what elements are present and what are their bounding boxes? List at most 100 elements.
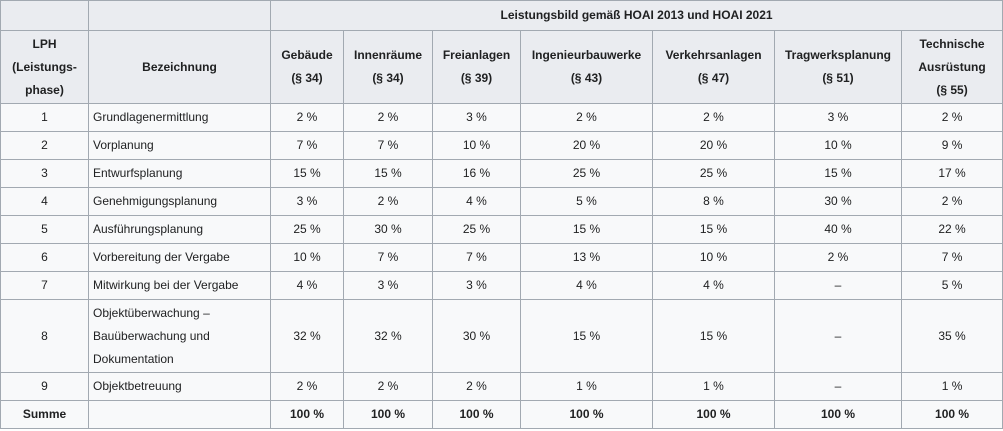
bezeichnung-cell: Objektbetreuung [88, 372, 271, 401]
column-header-innenraeume: Innenräume (§ 34) [343, 30, 433, 104]
column-header-line: Ausrüstung [918, 59, 986, 74]
empty-cell [88, 400, 271, 429]
sum-value-cell: 100 % [270, 400, 344, 429]
value-cell: 2 % [343, 103, 433, 132]
table-row: 1 Grundlagenermittlung 2 % 2 % 3 % 2 % 2… [0, 103, 1003, 132]
value-cell: 2 % [343, 372, 433, 401]
column-header-line: (§ 51) [822, 71, 854, 85]
sum-value-cell: 100 % [520, 400, 653, 429]
bezeichnung-cell: Mitwirkung bei der Vergabe [88, 271, 271, 300]
table-row: 6 Vorbereitung der Vergabe 10 % 7 % 7 % … [0, 243, 1003, 272]
column-header-technische-ausruestung: Technische Ausrüstung (§ 55) [900, 30, 1003, 104]
value-cell: 15 % [652, 215, 775, 244]
sum-value-cell: 100 % [652, 400, 775, 429]
value-cell: 2 % [270, 103, 344, 132]
sum-value-cell: 100 % [774, 400, 902, 429]
sum-row: Summe 100 % 100 % 100 % 100 % 100 % 100 … [0, 400, 1003, 429]
value-cell: 7 % [343, 131, 433, 160]
value-cell: 1 % [900, 372, 1003, 401]
value-cell: 15 % [270, 159, 344, 188]
lph-header-line: LPH [32, 36, 57, 51]
column-header-tragwerksplanung: Tragwerksplanung (§ 51) [774, 30, 902, 104]
column-header-line: (§ 34) [291, 71, 323, 85]
value-cell: 2 % [432, 372, 521, 401]
value-cell: 7 % [900, 243, 1003, 272]
bezeichnung-header: Bezeichnung [88, 30, 271, 104]
value-cell: 1 % [652, 372, 775, 401]
column-header-line: (§ 39) [460, 71, 493, 85]
column-header-line: Gebäude [281, 48, 333, 62]
value-cell: 30 % [774, 187, 902, 216]
column-header-line: Innenräume [353, 48, 422, 62]
lph-header-line: (Leistungs- [12, 59, 77, 74]
lph-cell: 7 [0, 271, 89, 300]
column-header-line: (§ 34) [372, 71, 404, 85]
table-row: 7 Mitwirkung bei der Vergabe 4 % 3 % 3 %… [0, 271, 1003, 300]
value-cell: 13 % [520, 243, 653, 272]
lph-header-line: phase) [25, 82, 64, 97]
empty-header-cell [88, 0, 271, 31]
value-cell: 1 % [520, 372, 653, 401]
value-cell: 7 % [432, 243, 521, 272]
value-cell: 35 % [900, 299, 1003, 373]
value-cell: 32 % [343, 299, 433, 373]
value-cell: – [774, 299, 902, 373]
value-cell: 5 % [520, 187, 653, 216]
value-cell: 25 % [270, 215, 344, 244]
value-cell: 22 % [900, 215, 1003, 244]
table-row: 3 Entwurfsplanung 15 % 15 % 16 % 25 % 25… [0, 159, 1003, 188]
lph-cell: 4 [0, 187, 89, 216]
value-cell: 15 % [520, 215, 653, 244]
value-cell: 8 % [652, 187, 775, 216]
value-cell: – [774, 271, 902, 300]
value-cell: – [774, 372, 902, 401]
lph-cell: 2 [0, 131, 89, 160]
value-cell: 32 % [270, 299, 344, 373]
column-header-ingenieurbauwerke: Ingenieurbauwerke (§ 43) [520, 30, 653, 104]
lph-header: LPH (Leistungs- phase) [0, 30, 89, 104]
value-cell: 15 % [652, 299, 775, 373]
value-cell: 4 % [652, 271, 775, 300]
value-cell: 20 % [652, 131, 775, 160]
value-cell: 20 % [520, 131, 653, 160]
value-cell: 25 % [432, 215, 521, 244]
value-cell: 2 % [900, 103, 1003, 132]
table-row: 5 Ausführungsplanung 25 % 30 % 25 % 15 %… [0, 215, 1003, 244]
column-header-line: (§ 43) [570, 71, 603, 85]
table-row: 9 Objektbetreuung 2 % 2 % 2 % 1 % 1 % – … [0, 372, 1003, 401]
column-header-line: (§ 47) [697, 71, 730, 85]
lph-cell: 9 [0, 372, 89, 401]
value-cell: 2 % [520, 103, 653, 132]
value-cell: 10 % [270, 243, 344, 272]
bezeichnung-cell: Ausführungsplanung [88, 215, 271, 244]
column-header-line: Tragwerksplanung [784, 48, 892, 62]
value-cell: 16 % [432, 159, 521, 188]
column-header-verkehrsanlagen: Verkehrsanlagen (§ 47) [652, 30, 775, 104]
value-cell: 2 % [652, 103, 775, 132]
value-cell: 3 % [432, 271, 521, 300]
lph-cell: 3 [0, 159, 89, 188]
sum-label: Summe [0, 400, 89, 429]
sum-value-cell: 100 % [900, 400, 1003, 429]
value-cell: 3 % [270, 187, 344, 216]
lph-cell: 6 [0, 243, 89, 272]
header-row-columns: LPH (Leistungs- phase) Bezeichnung Gebäu… [0, 30, 1003, 104]
value-cell: 3 % [343, 271, 433, 300]
value-cell: 2 % [900, 187, 1003, 216]
value-cell: 15 % [774, 159, 902, 188]
table-row: 8 Objektüberwachung – Bauüberwachung und… [0, 299, 1003, 373]
bezeichnung-cell: Vorbereitung der Vergabe [88, 243, 271, 272]
bezeichnung-line: Objektüberwachung – [93, 305, 210, 320]
sum-value-cell: 100 % [432, 400, 521, 429]
value-cell: 30 % [343, 215, 433, 244]
value-cell: 7 % [270, 131, 344, 160]
empty-header-cell [0, 0, 89, 31]
value-cell: 2 % [343, 187, 433, 216]
value-cell: 25 % [652, 159, 775, 188]
bezeichnung-cell: Genehmigungsplanung [88, 187, 271, 216]
bezeichnung-cell: Vorplanung [88, 131, 271, 160]
value-cell: 4 % [520, 271, 653, 300]
value-cell: 30 % [432, 299, 521, 373]
column-header-freianlagen: Freianlagen (§ 39) [432, 30, 521, 104]
value-cell: 15 % [343, 159, 433, 188]
